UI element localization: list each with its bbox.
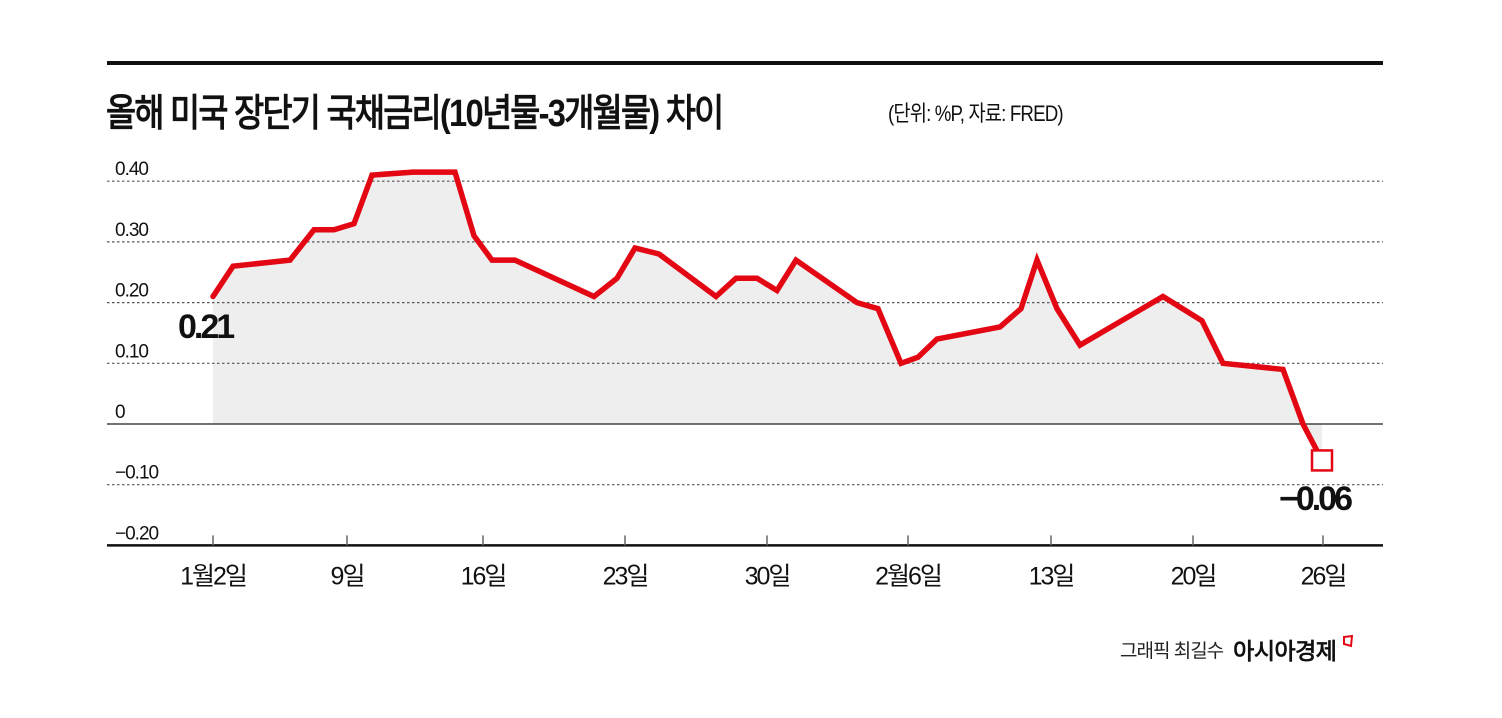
x-tick-label: 1월2일 bbox=[180, 562, 246, 590]
unit-note: (단위: %P, 자료: FRED) bbox=[888, 101, 1064, 126]
data-line bbox=[210, 169, 1325, 464]
credit: 그래픽 최길수 아시아경제 bbox=[1120, 632, 1354, 666]
end-value-label: −0.06 bbox=[1279, 480, 1352, 518]
x-tick-label: 9일 bbox=[331, 562, 364, 590]
x-tick-label: 2월6일 bbox=[875, 562, 941, 590]
y-tick-label: 0.20 bbox=[115, 281, 148, 302]
y-tick-label: 0.40 bbox=[115, 159, 148, 180]
chart-title-block: 올해 미국 장단기 국채금리(10년물-3개월물) 차이 (단위: %P, 자료… bbox=[106, 82, 1064, 137]
x-tick-label: 30일 bbox=[745, 562, 790, 590]
brand-logo-text: 아시아경제 bbox=[1233, 638, 1337, 664]
y-tick-label: 0.10 bbox=[115, 341, 148, 362]
y-tick-label: −0.20 bbox=[115, 523, 159, 544]
x-tick-label: 16일 bbox=[461, 562, 506, 590]
top-rule bbox=[107, 61, 1383, 65]
start-value-label: 0.21 bbox=[178, 308, 234, 346]
y-tick-label: 0.30 bbox=[115, 220, 148, 241]
x-tick-label: 20일 bbox=[1171, 562, 1216, 590]
area-fill bbox=[213, 172, 1322, 461]
x-tick-label: 13일 bbox=[1029, 562, 1074, 590]
y-tick-label: −0.10 bbox=[115, 463, 159, 484]
brand-flag-icon bbox=[1343, 635, 1354, 648]
chart-title: 올해 미국 장단기 국채금리(10년물-3개월물) 차이 bbox=[106, 93, 724, 135]
credit-author: 그래픽 최길수 bbox=[1120, 640, 1224, 662]
end-point-marker bbox=[1310, 449, 1334, 472]
x-tick-label: 23일 bbox=[603, 562, 648, 590]
x-tick-label: 26일 bbox=[1301, 562, 1346, 590]
y-tick-label: 0 bbox=[115, 402, 125, 423]
